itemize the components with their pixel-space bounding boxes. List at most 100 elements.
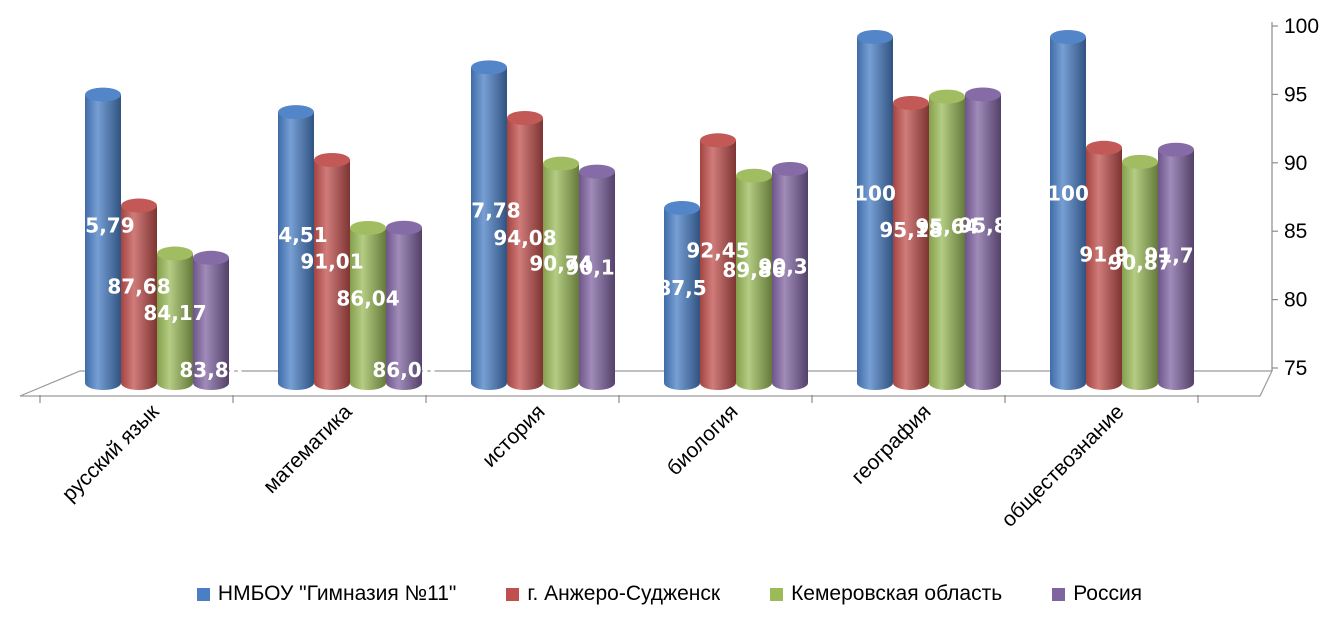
data-label: 87,68 [107, 274, 170, 298]
category-label: обществознание [997, 400, 1128, 531]
data-label: 86,04 [336, 287, 399, 311]
bar-body [772, 169, 808, 390]
bar-body [507, 117, 543, 391]
legend-swatch [196, 587, 210, 601]
bar-top [121, 198, 157, 213]
bar [85, 87, 121, 390]
data-label: 90,74 [529, 251, 592, 275]
bar-body [664, 208, 700, 390]
bar-top [579, 164, 615, 179]
bar-top [193, 250, 229, 265]
bar-top [471, 60, 507, 75]
bar-body [543, 163, 579, 390]
bar [121, 198, 157, 390]
bar [965, 87, 1001, 391]
y-tick-label: 85 [1284, 220, 1307, 243]
category-label: русский язык [58, 400, 164, 506]
bar-top [700, 133, 736, 148]
data-label: 97,78 [457, 198, 520, 222]
bar-top [857, 30, 893, 44]
bar-top [157, 246, 193, 261]
legend-swatch [1052, 587, 1066, 601]
bar-top [314, 152, 350, 167]
bar-body [736, 175, 772, 390]
bar [1050, 30, 1086, 390]
bar-body [350, 227, 386, 390]
legend-label: Россия [1073, 582, 1143, 605]
data-label: 95,79 [71, 213, 134, 237]
data-label: 90,16 [565, 256, 628, 280]
bar-body [700, 140, 736, 390]
data-label: 94,51 [264, 223, 327, 247]
legend-item: Кемеровская область [770, 582, 1002, 606]
bar-top [85, 87, 121, 102]
bar [193, 250, 229, 390]
bar-body [85, 94, 121, 390]
bar [700, 133, 736, 390]
bar-body [386, 227, 422, 390]
bar-body [965, 94, 1001, 391]
bar [579, 164, 615, 390]
data-label: 90,35 [758, 254, 821, 278]
bar-top [278, 105, 314, 120]
bar [893, 95, 929, 391]
bar-top [543, 156, 579, 171]
bar-body [1086, 147, 1122, 390]
data-label: 92,45 [686, 239, 749, 263]
bar-top [507, 110, 543, 125]
bar [1158, 142, 1194, 390]
bar-top [965, 87, 1001, 102]
bar-top [929, 89, 965, 104]
legend-label: НМБОУ "Гимназия №11" [217, 582, 457, 605]
bar-top [1086, 140, 1122, 155]
y-tick-label: 80 [1284, 289, 1307, 312]
legend-label: Кемеровская область [791, 582, 1003, 605]
bar-body [1122, 161, 1158, 390]
bar [736, 168, 772, 390]
bar-body [278, 112, 314, 390]
bar-body [579, 171, 615, 390]
y-tick-label: 90 [1284, 152, 1307, 175]
category-label: география [847, 400, 935, 488]
legend-item: г. Анжеро-Судженск [506, 582, 720, 606]
bar [664, 201, 700, 390]
bar [471, 60, 507, 390]
bar-top [772, 162, 808, 177]
bar-top [893, 95, 929, 110]
legend-label: г. Анжеро-Судженск [527, 582, 721, 605]
bar-body [471, 67, 507, 390]
legend-item: НМБОУ "Гимназия №11" [196, 582, 457, 606]
bar-body [929, 96, 965, 390]
bar [543, 156, 579, 390]
y-tick-label: 75 [1284, 357, 1307, 380]
data-label: 91,9 [1079, 243, 1128, 267]
y-tick-label: 95 [1284, 83, 1307, 106]
bar-top [1158, 142, 1194, 157]
bar [350, 220, 386, 390]
bar [386, 220, 422, 390]
bar-body [157, 253, 193, 390]
bar [929, 89, 965, 390]
bar [314, 152, 350, 390]
data-label: 86,06 [372, 358, 435, 382]
bar-body [1158, 149, 1194, 390]
legend: НМБОУ "Гимназия №11" г. Анжеро-Судженск Ке… [0, 582, 1339, 606]
bar [1086, 140, 1122, 390]
data-label: 83,86 [179, 358, 242, 382]
data-label: 91,76 [1144, 244, 1207, 268]
bar-top [1122, 154, 1158, 169]
bar-body [314, 159, 350, 390]
data-label: 87,5 [657, 276, 706, 300]
chart-area: 75 80 85 90 95 100 русский язык математика истор… [19, 15, 1319, 532]
bar [857, 30, 893, 390]
bar-top [664, 201, 700, 215]
data-label: 91,01 [300, 249, 363, 273]
category-label: история [478, 400, 549, 471]
bar [1122, 154, 1158, 390]
data-label: 95,18 [879, 218, 942, 242]
y-tick-label: 100 [1284, 15, 1319, 38]
bar-top [386, 220, 422, 235]
bar [772, 162, 808, 390]
category-label: биология [663, 400, 743, 480]
